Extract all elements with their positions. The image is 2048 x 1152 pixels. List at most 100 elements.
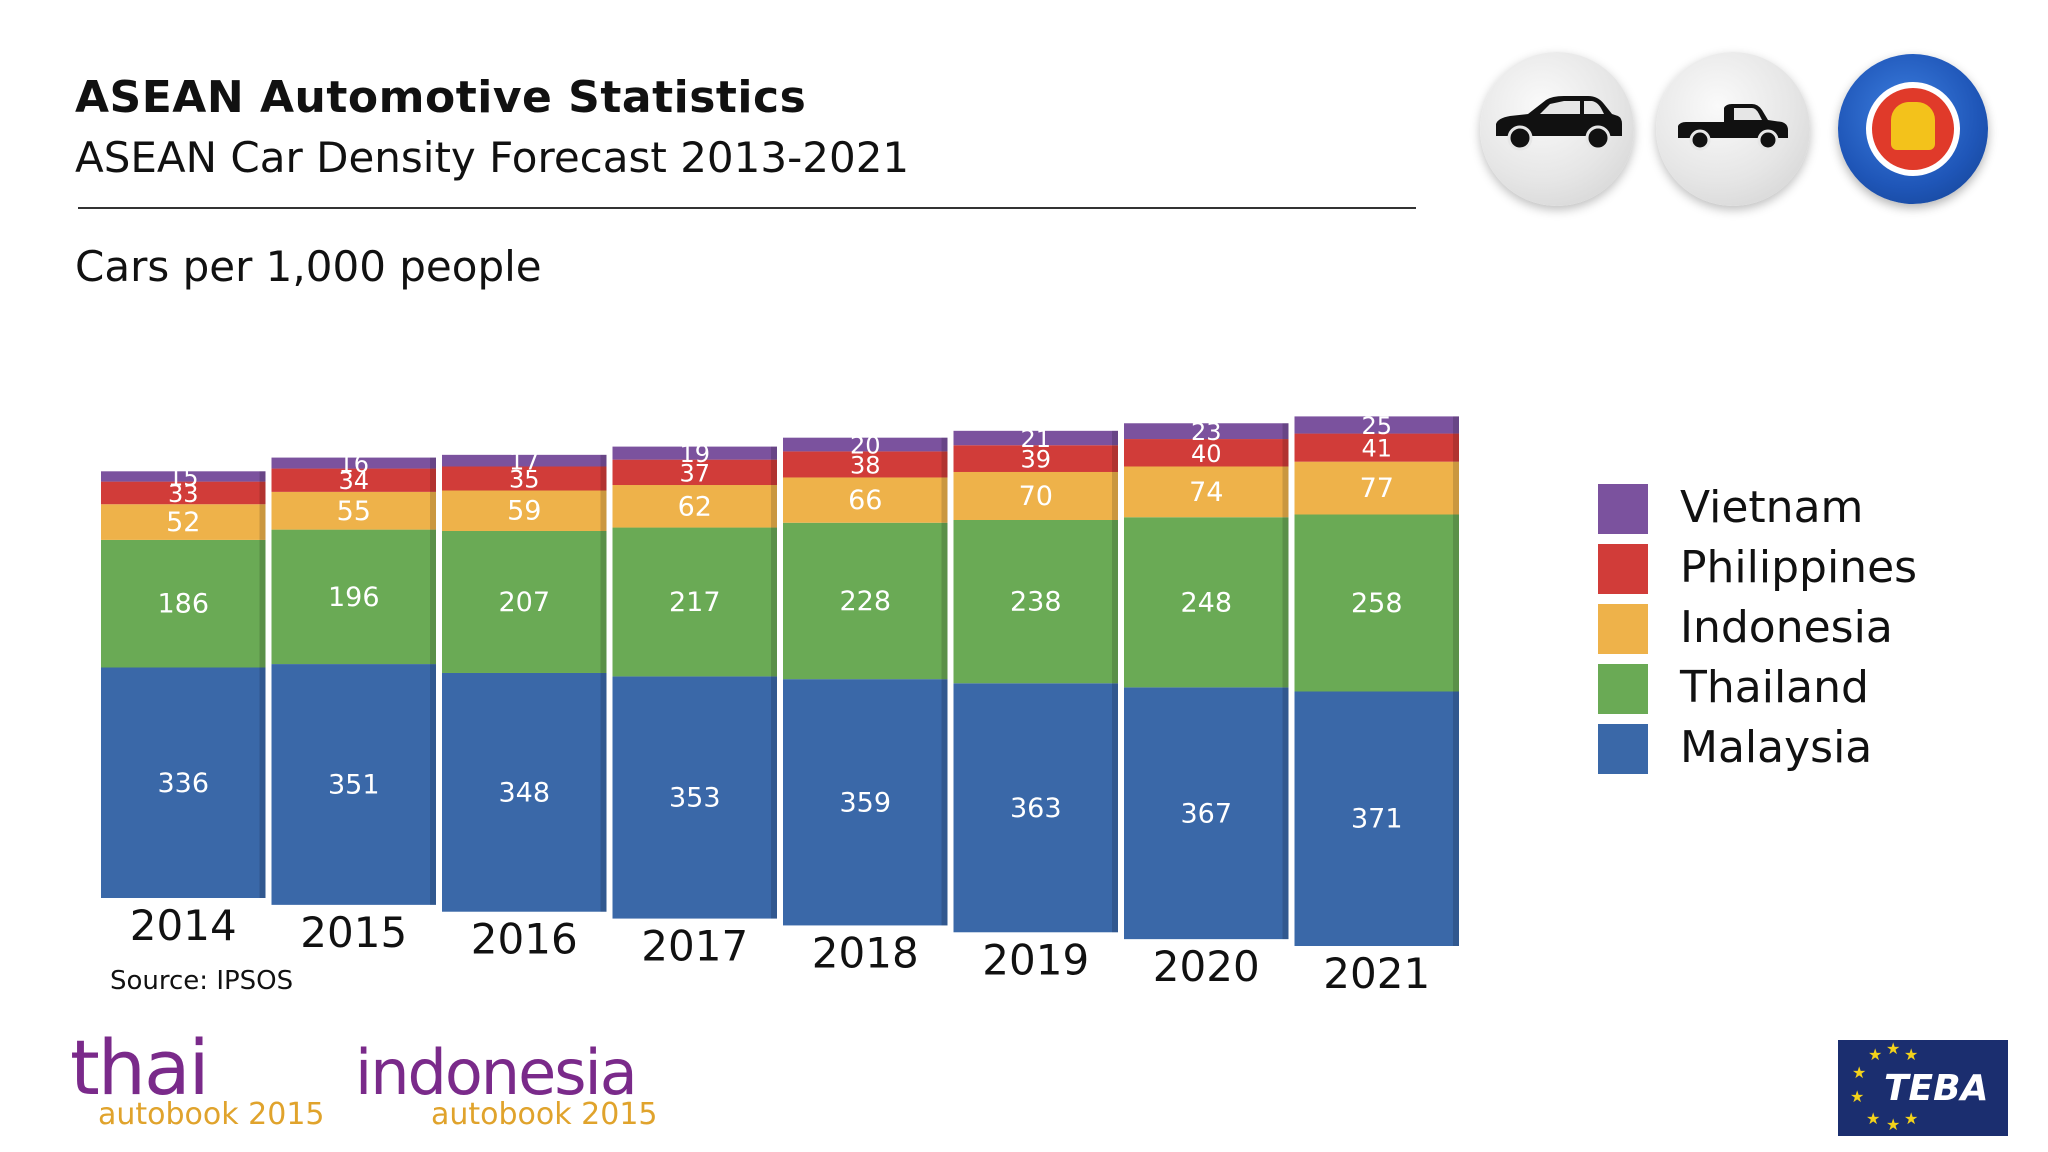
bar-segment-vietnam-2017	[612, 446, 777, 460]
bar-segment-philippines-2019	[953, 445, 1118, 472]
legend-label-indonesia: Indonesia	[1680, 602, 1893, 653]
x-tick-label-2016: 2016	[471, 915, 578, 964]
bar-edge-shade-2015	[430, 457, 436, 905]
indonesia-logo-text: indonesia	[355, 1036, 638, 1109]
bar-segment-thailand-2015	[271, 529, 436, 665]
data-label-malaysia-2019: 363	[1010, 793, 1062, 824]
x-tick-label-2021: 2021	[1323, 949, 1430, 998]
bar-segment-thailand-2016	[442, 530, 607, 673]
data-label-thailand-2019: 238	[1010, 587, 1062, 618]
x-tick-label-2019: 2019	[982, 935, 1089, 984]
title-divider	[78, 207, 1416, 209]
asean-emblem-icon	[1838, 54, 1988, 204]
data-label-indonesia-2021: 77	[1360, 473, 1394, 504]
data-label-vietnam-2018: 20	[850, 432, 881, 460]
data-label-malaysia-2015: 351	[328, 769, 380, 800]
data-label-thailand-2015: 196	[328, 582, 380, 613]
bar-segment-indonesia-2020	[1124, 466, 1289, 518]
data-label-thailand-2018: 228	[839, 586, 891, 617]
bar-edge-shade-2016	[600, 454, 607, 912]
bar-segment-indonesia-2018	[783, 477, 948, 523]
bar-segment-philippines-2017	[612, 459, 777, 486]
data-label-indonesia-2015: 55	[337, 496, 371, 527]
data-label-thailand-2016: 207	[498, 587, 550, 618]
data-label-philippines-2018: 38	[850, 451, 881, 479]
bar-segment-vietnam-2018	[783, 437, 948, 452]
bar-segment-philippines-2015	[271, 468, 436, 492]
bar-edge-shade-2017	[771, 446, 777, 919]
data-label-thailand-2014: 186	[157, 589, 209, 620]
legend-swatch-philippines	[1598, 544, 1648, 594]
data-label-philippines-2017: 37	[679, 459, 710, 487]
bar-segment-malaysia-2018	[783, 679, 948, 926]
indonesia-logo-subtext: autobook 2015	[431, 1097, 658, 1132]
bar-segment-vietnam-2020	[1124, 423, 1289, 440]
data-label-malaysia-2014: 336	[157, 768, 209, 799]
svg-text:★: ★	[1886, 1115, 1900, 1134]
data-label-indonesia-2020: 74	[1189, 477, 1223, 508]
legend-label-philippines: Philippines	[1680, 542, 1918, 593]
bar-segment-philippines-2018	[783, 451, 948, 478]
bar-segment-philippines-2020	[1124, 439, 1289, 467]
bar-segment-indonesia-2017	[612, 485, 777, 528]
bar-segment-philippines-2014	[101, 481, 266, 505]
x-tick-label-2014: 2014	[130, 901, 237, 950]
thai-logo-text: thai	[70, 1023, 210, 1112]
bar-segment-vietnam-2019	[953, 430, 1118, 446]
bar-segment-indonesia-2021	[1294, 461, 1459, 515]
legend-label-thailand: Thailand	[1680, 662, 1869, 713]
data-label-philippines-2019: 39	[1020, 446, 1051, 474]
bar-segment-indonesia-2014	[101, 504, 266, 540]
legend-swatch-indonesia	[1598, 604, 1648, 654]
bar-segment-malaysia-2020	[1124, 687, 1289, 940]
svg-text:★: ★	[1886, 1040, 1900, 1058]
data-label-thailand-2017: 217	[669, 587, 721, 618]
data-label-philippines-2016: 35	[509, 466, 540, 494]
svg-text:★: ★	[1866, 1109, 1880, 1128]
bar-edge-shade-2020	[1282, 423, 1289, 940]
bar-edge-shade-2021	[1453, 416, 1459, 947]
car-icon	[1480, 52, 1634, 206]
bar-segment-philippines-2021	[1294, 433, 1459, 462]
data-label-vietnam-2020: 23	[1191, 418, 1222, 446]
data-label-indonesia-2016: 59	[507, 496, 541, 527]
x-tick-label-2020: 2020	[1153, 942, 1260, 991]
svg-text:★: ★	[1868, 1045, 1882, 1064]
bar-segment-vietnam-2016	[442, 454, 607, 467]
teba-logo: ★ ★ ★ ★ ★ ★ ★ ★ TEBA	[1838, 1040, 2008, 1136]
legend-swatch-thailand	[1598, 664, 1648, 714]
bar-segment-indonesia-2016	[442, 490, 607, 531]
bar-segment-indonesia-2015	[271, 491, 436, 530]
data-label-philippines-2014: 33	[168, 480, 199, 508]
source-note: Source: IPSOS	[110, 966, 294, 996]
svg-text:★: ★	[1904, 1045, 1918, 1064]
bar-segment-malaysia-2014	[101, 667, 266, 898]
bar-segment-thailand-2017	[612, 527, 777, 677]
bar-segment-malaysia-2017	[612, 676, 777, 919]
bar-edge-shade-2019	[1112, 430, 1118, 933]
bar-segment-philippines-2016	[442, 466, 607, 491]
chart-subtitle: ASEAN Car Density Forecast 2013-2021	[75, 133, 910, 182]
data-label-malaysia-2017: 353	[669, 782, 721, 813]
thai-logo-subtext: autobook 2015	[98, 1097, 325, 1132]
data-label-thailand-2020: 248	[1180, 587, 1232, 618]
data-label-malaysia-2021: 371	[1351, 804, 1403, 835]
teba-logo-text: TEBA	[1884, 1068, 1989, 1109]
data-label-indonesia-2017: 62	[678, 491, 712, 522]
thai-autobook-logo: thai autobook 2015	[70, 1030, 325, 1130]
bar-segment-thailand-2014	[101, 539, 266, 668]
data-label-philippines-2021: 41	[1361, 435, 1392, 463]
bar-segment-vietnam-2021	[1294, 416, 1459, 434]
bar-segment-indonesia-2019	[953, 471, 1118, 520]
svg-text:★: ★	[1904, 1109, 1918, 1128]
legend-swatch-vietnam	[1598, 484, 1648, 534]
legend-label-vietnam: Vietnam	[1680, 482, 1864, 533]
data-label-malaysia-2018: 359	[839, 787, 891, 818]
data-label-malaysia-2016: 348	[498, 777, 550, 808]
svg-text:★: ★	[1852, 1063, 1866, 1082]
legend-swatch-malaysia	[1598, 724, 1648, 774]
bar-segment-thailand-2021	[1294, 514, 1459, 692]
bar-edge-shade-2018	[941, 437, 948, 926]
legend-label-malaysia: Malaysia	[1680, 722, 1873, 773]
